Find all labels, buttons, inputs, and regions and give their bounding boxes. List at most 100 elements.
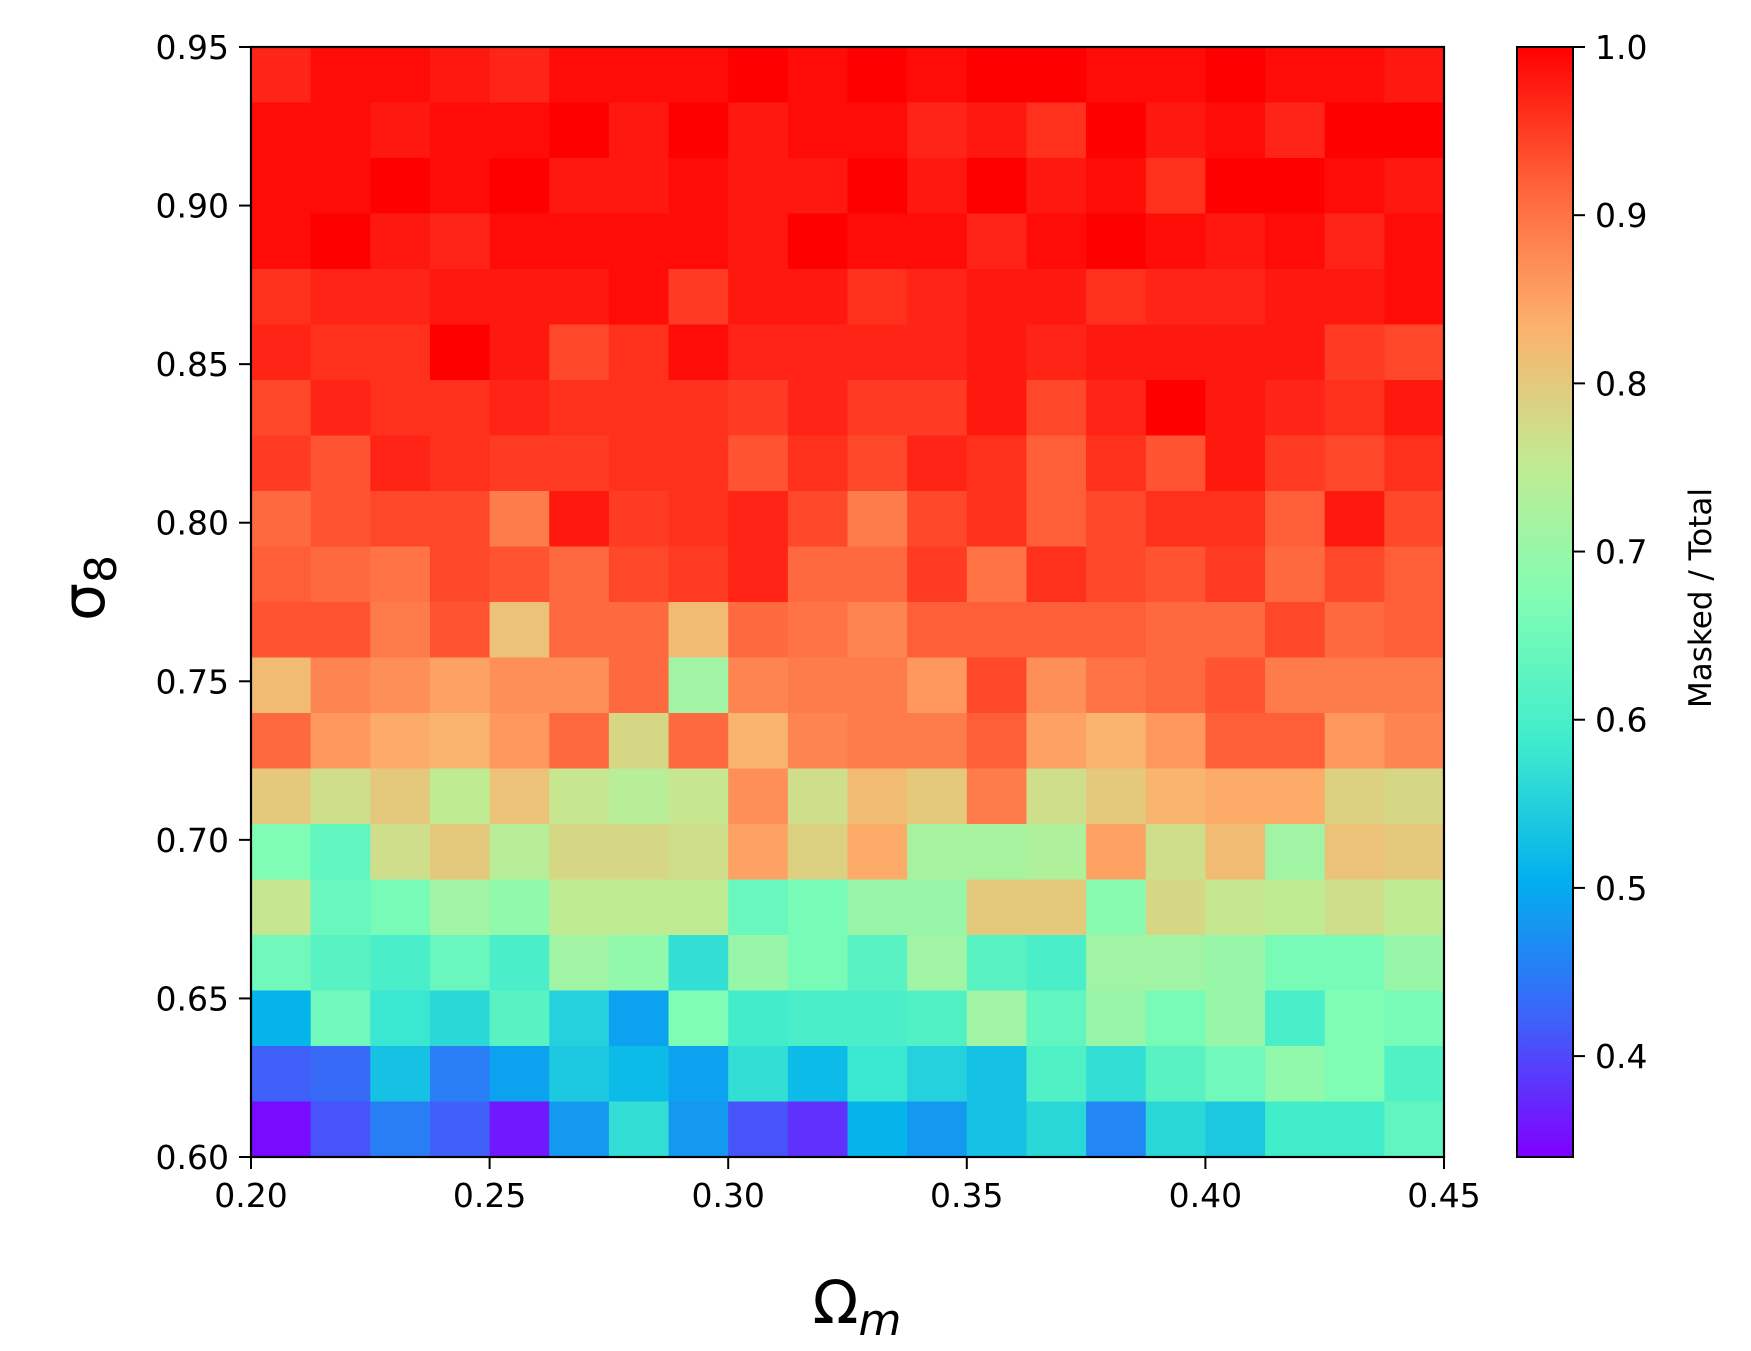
heatmap-cell: [1026, 657, 1087, 714]
heatmap-cell: [847, 435, 908, 492]
heatmap-cell: [310, 269, 371, 326]
heatmap-cell: [1384, 435, 1445, 492]
heatmap-cell: [251, 435, 312, 492]
heatmap-cell: [429, 324, 491, 381]
heatmap-cell: [549, 768, 610, 825]
heatmap-cell: [549, 935, 610, 992]
heatmap-cell: [787, 380, 849, 437]
heatmap-cell: [1384, 768, 1445, 825]
x-tick-label: 0.45: [1407, 1176, 1480, 1215]
heatmap-cell: [1205, 546, 1266, 603]
heatmap-cell: [310, 602, 371, 659]
heatmap-cell: [966, 824, 1028, 881]
heatmap-cell: [1265, 213, 1326, 270]
heatmap-cell: [429, 380, 491, 437]
heatmap-cell: [728, 47, 789, 104]
heatmap-cell: [1265, 879, 1326, 936]
heatmap-cell: [1086, 380, 1147, 437]
heatmap-cell: [847, 269, 908, 326]
heatmap-cell: [787, 824, 849, 881]
heatmap-cell: [966, 435, 1028, 492]
heatmap-cell: [966, 1046, 1028, 1103]
heatmap-cell: [608, 435, 670, 492]
heatmap-cell: [1086, 935, 1147, 992]
heatmap-cell: [1384, 546, 1445, 603]
heatmap-cell: [966, 47, 1028, 104]
heatmap-cell: [1384, 324, 1445, 381]
heatmap-cell: [489, 602, 550, 659]
heatmap-cell: [370, 324, 431, 381]
heatmap-cell: [787, 213, 849, 270]
heatmap-cell: [668, 269, 729, 326]
heatmap-cell: [847, 879, 908, 936]
heatmap-cell: [251, 713, 312, 770]
heatmap-cell: [608, 602, 670, 659]
heatmap-cell: [728, 713, 789, 770]
heatmap-cell: [966, 1101, 1028, 1158]
heatmap-cell: [1265, 768, 1326, 825]
heatmap-cell: [966, 213, 1028, 270]
heatmap-cell: [1026, 602, 1087, 659]
heatmap-cell: [1324, 768, 1385, 825]
heatmap-cell: [1145, 324, 1206, 381]
heatmap-cell: [728, 935, 789, 992]
heatmap-cell: [429, 269, 491, 326]
heatmap-cell: [668, 1046, 729, 1103]
heatmap-cell: [251, 768, 312, 825]
heatmap-cell: [1026, 935, 1087, 992]
heatmap-cell: [251, 1101, 312, 1158]
heatmap-cell: [251, 879, 312, 936]
heatmap-cell: [370, 935, 431, 992]
heatmap-cell: [847, 657, 908, 714]
y-tick-label: 0.70: [156, 821, 229, 860]
heatmap-cell: [549, 990, 610, 1047]
x-tick-label: 0.30: [691, 1176, 764, 1215]
heatmap-cell: [549, 657, 610, 714]
heatmap-cell: [728, 491, 789, 548]
heatmap-cell: [787, 768, 849, 825]
heatmap-cell: [1384, 158, 1445, 215]
heatmap-cell: [966, 713, 1028, 770]
heatmap-cell: [1265, 47, 1326, 104]
heatmap-cell: [1205, 1046, 1266, 1103]
x-tick-label: 0.20: [214, 1176, 287, 1215]
heatmap-cell: [251, 935, 312, 992]
heatmap-cell: [668, 768, 729, 825]
heatmap-cell: [966, 102, 1028, 159]
heatmap-cell: [489, 324, 550, 381]
heatmap-cell: [251, 546, 312, 603]
heatmap-cell: [787, 1046, 849, 1103]
heatmap-cell: [1265, 380, 1326, 437]
heatmap-cell: [489, 1101, 550, 1158]
heatmap-cell: [429, 990, 491, 1047]
heatmap-cell: [668, 158, 729, 215]
heatmap-cell: [429, 824, 491, 881]
heatmap-cell: [1026, 435, 1087, 492]
heatmap-cell: [847, 1101, 908, 1158]
heatmap-cell: [847, 47, 908, 104]
heatmap-cell: [1265, 491, 1326, 548]
heatmap-cell: [310, 1101, 371, 1158]
colorbar-label: Masked / Total: [1683, 488, 1719, 708]
heatmap-cell: [728, 824, 789, 881]
heatmap-cell: [847, 935, 908, 992]
heatmap-cell: [1265, 1101, 1326, 1158]
heatmap-cell: [1265, 713, 1326, 770]
heatmap-cell: [251, 990, 312, 1047]
heatmap-cell: [668, 491, 729, 548]
heatmap-cell: [787, 546, 849, 603]
heatmap-cell: [847, 491, 908, 548]
heatmap-cell: [429, 768, 491, 825]
heatmap-cell: [907, 879, 968, 936]
heatmap-cell: [429, 47, 491, 104]
heatmap-cell: [608, 1046, 670, 1103]
heatmap-cell: [370, 546, 431, 603]
heatmap-cell: [1265, 546, 1326, 603]
heatmap-cell: [787, 491, 849, 548]
heatmap-cell: [251, 491, 312, 548]
heatmap-cell: [429, 546, 491, 603]
heatmap-cell: [310, 158, 371, 215]
heatmap-cell: [1205, 713, 1266, 770]
heatmap-cell: [310, 935, 371, 992]
heatmap-cell: [728, 990, 789, 1047]
